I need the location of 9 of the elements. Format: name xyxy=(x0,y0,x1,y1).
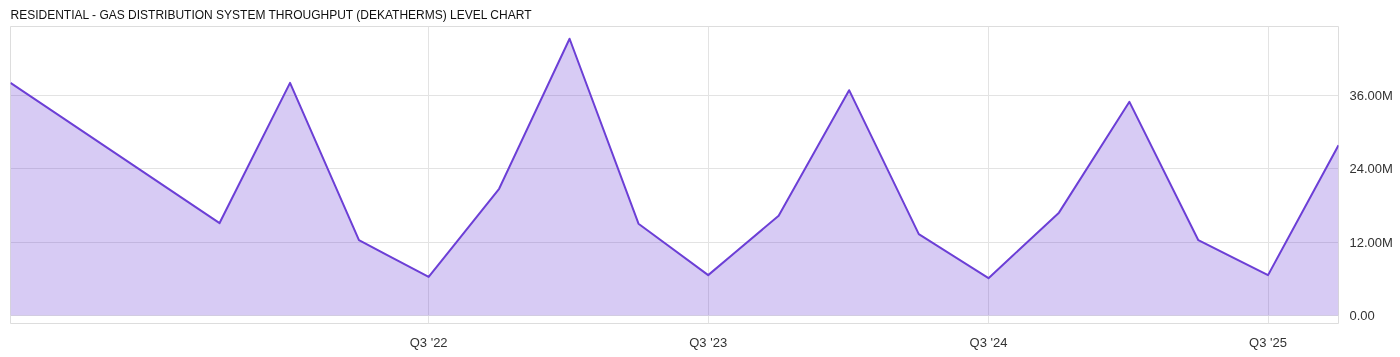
y-tick-label: 0.00 xyxy=(1349,308,1375,324)
chart-title: RESIDENTIAL - GAS DISTRIBUTION SYSTEM THROUGHPUT (DEKATHERMS) LEVEL CHART xyxy=(10,7,533,22)
y-tick-label: 24.00M xyxy=(1349,161,1393,177)
y-tick-label: 12.00M xyxy=(1349,234,1393,250)
x-tick-label: Q3 '23 xyxy=(689,334,728,350)
y-tick-label: 36.00M xyxy=(1349,87,1393,103)
x-tick-label: Q3 '22 xyxy=(409,334,448,350)
x-tick-label: Q3 '25 xyxy=(1249,334,1287,350)
x-tick-label: Q3 '24 xyxy=(969,334,1008,350)
